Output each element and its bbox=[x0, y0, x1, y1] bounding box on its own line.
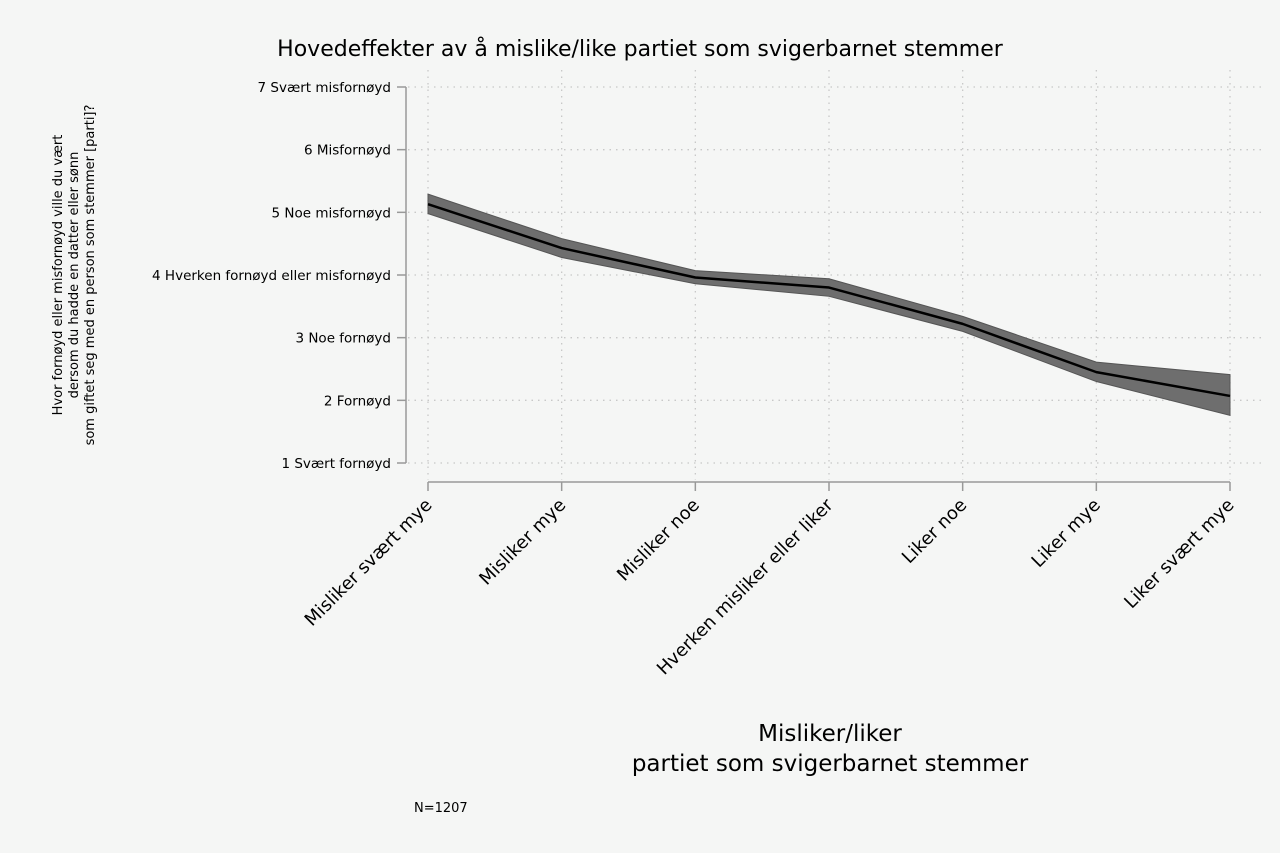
text-layer: Hovedeffekter av å mislike/like partiet … bbox=[51, 36, 1029, 816]
x-tick-label: Misliker noe bbox=[613, 495, 704, 586]
y-tick-label: 5 Noe misfornøyd bbox=[272, 205, 391, 221]
y-tick-label: 3 Noe fornøyd bbox=[295, 331, 391, 347]
y-axis-title-line-1: Hvor fornøyd eller misfornøyd ville du v… bbox=[51, 135, 66, 416]
x-tick-label: Liker noe bbox=[898, 495, 971, 568]
sample-size-note: N=1207 bbox=[414, 801, 468, 816]
x-axis-title-line-1: Misliker/liker bbox=[758, 721, 902, 747]
y-axis-title-line-2: dersom du hadde en datter eller sønn bbox=[67, 152, 82, 399]
y-tick-label: 4 Hverken fornøyd eller misfornøyd bbox=[152, 268, 391, 284]
y-axis-title-line-3: som giftet seg med en person som stemmer… bbox=[83, 105, 98, 446]
series-line bbox=[427, 202, 1231, 398]
data-layer bbox=[427, 193, 1231, 417]
x-axis-title-line-2: partiet som svigerbarnet stemmer bbox=[632, 751, 1029, 777]
y-tick-label: 2 Fornøyd bbox=[324, 393, 391, 409]
x-tick-label: Misliker mye bbox=[475, 495, 570, 590]
axes-layer: 1 Svært fornøyd 2 Fornøyd 3 Noe fornøyd 4 H… bbox=[152, 80, 1238, 679]
x-tick-label: Liker mye bbox=[1028, 495, 1105, 572]
chart-title: Hovedeffekter av å mislike/like partiet … bbox=[277, 36, 1004, 62]
x-tick-label: Liker svært mye bbox=[1120, 495, 1238, 613]
y-tick-label: 6 Misfornøyd bbox=[304, 143, 391, 159]
confidence-band bbox=[427, 193, 1231, 417]
x-tick-label: Misliker svært mye bbox=[301, 495, 437, 631]
y-tick-label: 1 Svært fornøyd bbox=[281, 456, 391, 472]
grid-layer bbox=[408, 70, 1262, 480]
y-tick-label: 7 Svært misfornøyd bbox=[258, 80, 391, 96]
